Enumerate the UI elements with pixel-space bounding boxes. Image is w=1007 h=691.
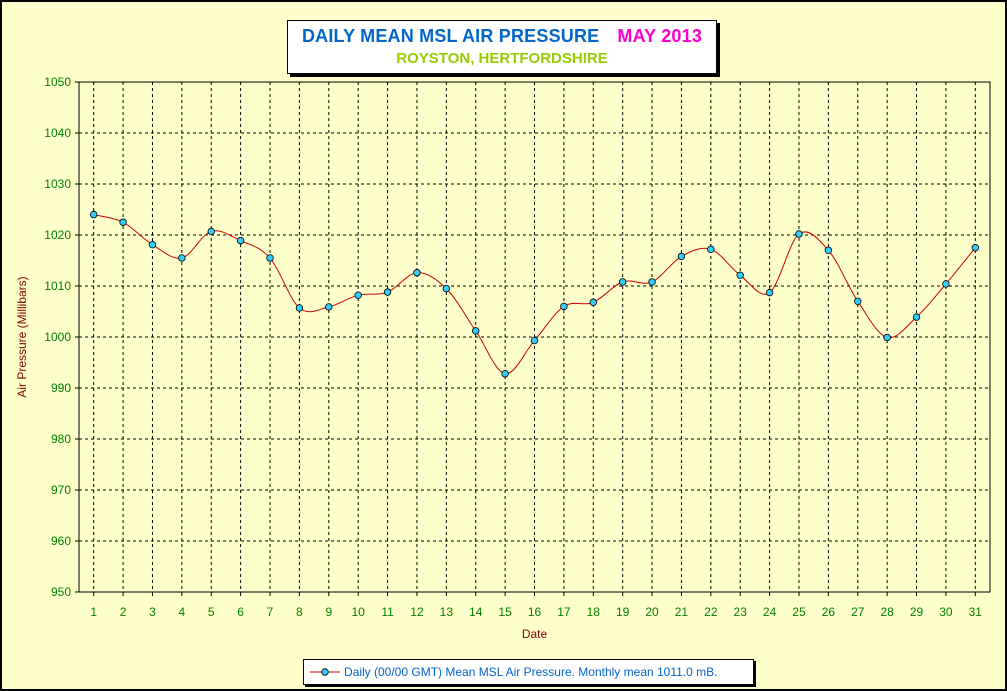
data-point bbox=[472, 327, 480, 335]
x-tick-label: 21 bbox=[675, 605, 689, 619]
legend-label: Daily (00/00 GMT) Mean MSL Air Pressure.… bbox=[344, 665, 718, 679]
x-tick-label: 20 bbox=[645, 605, 659, 619]
chart-title-box: DAILY MEAN MSL AIR PRESSURE MAY 2013 ROYS… bbox=[287, 20, 717, 74]
data-point bbox=[530, 336, 539, 345]
data-point bbox=[442, 284, 451, 293]
x-tick-label: 28 bbox=[880, 605, 894, 619]
x-tick-label: 9 bbox=[325, 605, 332, 619]
grid-lines bbox=[79, 82, 990, 592]
chart-title: DAILY MEAN MSL AIR PRESSURE bbox=[301, 26, 600, 46]
x-tick-label: 24 bbox=[763, 605, 777, 619]
data-point bbox=[736, 271, 744, 279]
data-point bbox=[677, 252, 686, 261]
data-point bbox=[413, 269, 421, 277]
x-tick-label: 31 bbox=[969, 605, 983, 619]
y-tick-label: 1030 bbox=[44, 177, 71, 191]
y-tick-label: 1020 bbox=[44, 228, 71, 242]
x-tick-label: 29 bbox=[910, 605, 924, 619]
data-point bbox=[501, 370, 509, 378]
y-tick-label: 1040 bbox=[44, 126, 71, 140]
y-tick-label: 950 bbox=[51, 585, 71, 599]
data-point bbox=[942, 280, 950, 288]
data-point bbox=[854, 297, 862, 305]
x-tick-label: 11 bbox=[381, 605, 394, 619]
x-axis-label: Date bbox=[522, 627, 548, 641]
x-tick-label: 22 bbox=[704, 605, 718, 619]
axis-ticks bbox=[75, 81, 976, 596]
x-tick-label: 18 bbox=[587, 605, 601, 619]
y-tick-labels: 950 960 970 980 990 1000 1010 1020 1030 1040 1050 bbox=[44, 75, 71, 599]
data-point bbox=[707, 245, 715, 253]
x-tick-label: 30 bbox=[939, 605, 953, 619]
x-tick-label: 8 bbox=[296, 605, 303, 619]
data-point bbox=[883, 333, 891, 342]
y-tick-label: 960 bbox=[51, 534, 71, 548]
y-axis-label: Air Pressure (Millibars) bbox=[15, 276, 29, 397]
x-tick-label: 12 bbox=[410, 605, 424, 619]
data-point bbox=[648, 278, 656, 286]
x-tick-label: 14 bbox=[469, 605, 483, 619]
data-point bbox=[765, 288, 774, 297]
data-point bbox=[266, 254, 274, 262]
x-tick-label: 5 bbox=[208, 605, 215, 619]
data-point bbox=[178, 254, 186, 262]
x-tick-label: 7 bbox=[267, 605, 274, 619]
chart-subtitle: ROYSTON, HERTFORDSHIRE bbox=[396, 50, 608, 67]
y-tick-label: 1010 bbox=[44, 279, 71, 293]
data-point bbox=[119, 218, 127, 226]
data-point bbox=[325, 303, 333, 311]
x-tick-label: 19 bbox=[616, 605, 630, 619]
data-point bbox=[560, 302, 568, 311]
x-tick-label: 2 bbox=[120, 605, 127, 619]
x-tick-label: 3 bbox=[149, 605, 156, 619]
data-point bbox=[236, 236, 245, 245]
y-tick-label: 1050 bbox=[44, 75, 71, 89]
series-markers bbox=[89, 210, 980, 378]
x-tick-label: 25 bbox=[792, 605, 806, 619]
y-tick-label: 990 bbox=[51, 381, 71, 395]
x-tick-label: 23 bbox=[734, 605, 748, 619]
x-tick-label: 13 bbox=[440, 605, 454, 619]
x-tick-label: 10 bbox=[351, 605, 365, 619]
data-point bbox=[971, 244, 980, 252]
legend-swatch bbox=[310, 668, 340, 676]
chart-title-month: MAY 2013 bbox=[617, 26, 703, 46]
x-tick-label: 17 bbox=[557, 605, 571, 619]
y-tick-label: 1000 bbox=[44, 330, 71, 344]
data-point bbox=[824, 246, 833, 254]
data-point bbox=[148, 240, 157, 249]
x-tick-label: 27 bbox=[851, 605, 865, 619]
data-point bbox=[295, 304, 304, 312]
data-point bbox=[383, 288, 392, 296]
x-tick-label: 1 bbox=[90, 605, 97, 619]
x-tick-label: 16 bbox=[528, 605, 542, 619]
x-tick-labels: 1 2 3 4 5 6 7 8 9 10 11 12 13 14 15 16 17 18 19 20 21 22 23 24 2… bbox=[90, 605, 982, 619]
data-point bbox=[89, 210, 98, 219]
x-tick-label: 4 bbox=[179, 605, 186, 619]
x-tick-label: 26 bbox=[822, 605, 836, 619]
x-tick-label: 6 bbox=[237, 605, 244, 619]
data-point bbox=[912, 313, 921, 321]
x-tick-label: 15 bbox=[498, 605, 512, 619]
data-point bbox=[795, 230, 803, 238]
data-point bbox=[618, 278, 627, 286]
data-point bbox=[207, 227, 215, 236]
legend: Daily (00/00 GMT) Mean MSL Air Pressure.… bbox=[303, 659, 754, 685]
chart-title-line: DAILY MEAN MSL AIR PRESSURE MAY 2013 bbox=[288, 26, 716, 47]
data-point bbox=[354, 291, 362, 299]
y-tick-label: 980 bbox=[51, 432, 71, 446]
data-point bbox=[589, 298, 597, 307]
y-tick-label: 970 bbox=[51, 483, 71, 497]
